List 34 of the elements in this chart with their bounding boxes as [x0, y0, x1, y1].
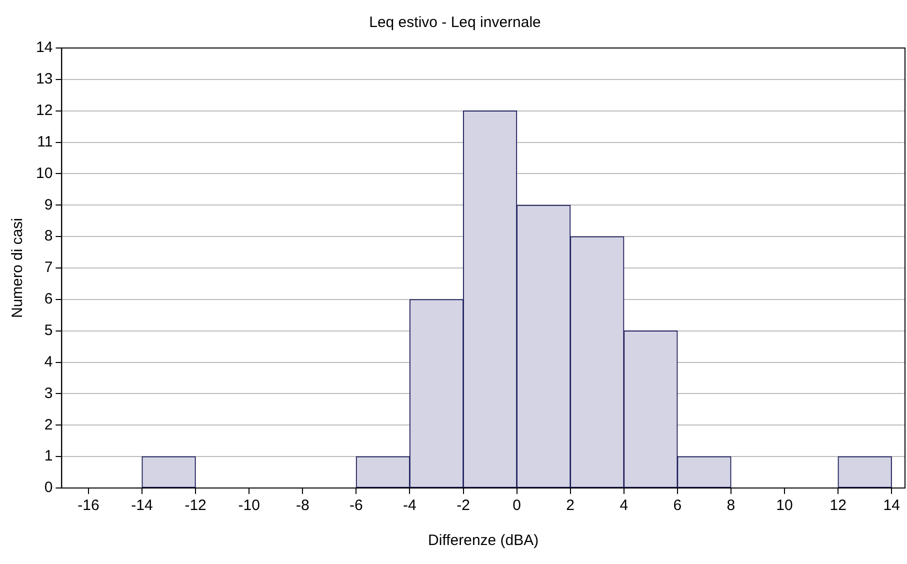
x-tick-label: -12 — [184, 497, 206, 514]
x-tick-label: -2 — [456, 497, 470, 514]
y-tick-label: 4 — [44, 353, 53, 370]
y-tick-label: 9 — [44, 196, 53, 214]
x-tick-label: 6 — [673, 497, 682, 514]
y-tick-label: 3 — [44, 384, 53, 402]
x-axis-title: Differenze (dBA) — [428, 532, 539, 550]
y-tick-label: 14 — [36, 39, 53, 56]
y-tick-label: 11 — [37, 133, 53, 150]
x-tick-label: -16 — [78, 497, 100, 514]
y-tick-label: 8 — [44, 228, 53, 245]
x-tick-label: -14 — [131, 497, 153, 514]
y-tick-label: 6 — [44, 290, 53, 308]
x-tick-label: 4 — [620, 497, 628, 514]
x-tick-label: 10 — [776, 497, 793, 514]
x-tick-label: 14 — [883, 497, 900, 514]
chart-title: Leq estivo - Leq invernale — [369, 14, 541, 32]
x-tick-label: 8 — [726, 497, 736, 514]
y-tick-label: 1 — [44, 448, 53, 465]
y-tick-label: 0 — [44, 479, 53, 496]
x-tick-label: -4 — [403, 497, 416, 514]
y-tick-label: 2 — [44, 416, 53, 434]
x-tick-label: 2 — [566, 497, 575, 514]
y-tick-label: 10 — [36, 164, 53, 182]
y-tick-label: 12 — [36, 102, 53, 119]
y-tick-label: 5 — [44, 322, 53, 339]
y-tick-label: 13 — [36, 70, 53, 88]
y-tick-label: 7 — [44, 259, 53, 276]
x-tick-label: -10 — [238, 497, 260, 514]
x-tick-label: -8 — [296, 497, 310, 514]
x-tick-label: 12 — [830, 497, 846, 514]
x-tick-label: -6 — [350, 497, 363, 514]
y-axis-title: Numero di casi — [9, 218, 26, 318]
x-tick-label: 0 — [512, 497, 521, 514]
